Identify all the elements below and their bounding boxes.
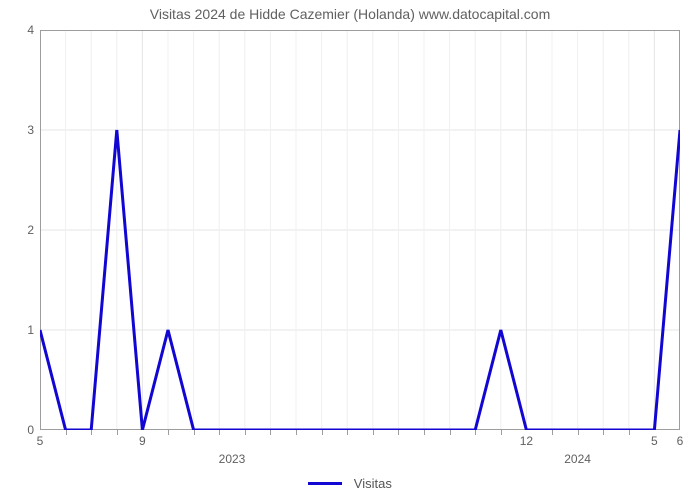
x-group-label: 2023 (219, 452, 246, 466)
x-minor-tick (270, 430, 271, 435)
chart-legend: Visitas (0, 475, 700, 491)
x-tick-label: 5 (651, 434, 658, 448)
x-minor-tick (552, 430, 553, 435)
x-minor-tick (347, 430, 348, 435)
legend-swatch (308, 482, 342, 485)
y-tick-label: 4 (27, 23, 34, 37)
chart-title: Visitas 2024 de Hidde Cazemier (Holanda)… (0, 6, 700, 22)
x-minor-tick (117, 430, 118, 435)
x-tick-label: 9 (139, 434, 146, 448)
x-minor-tick (501, 430, 502, 435)
x-group-label: 2024 (564, 452, 591, 466)
x-minor-tick (450, 430, 451, 435)
x-minor-tick (322, 430, 323, 435)
x-minor-tick (219, 430, 220, 435)
x-minor-tick (475, 430, 476, 435)
y-tick-label: 2 (27, 223, 34, 237)
visits-line-chart: Visitas 2024 de Hidde Cazemier (Holanda)… (0, 0, 700, 500)
x-minor-tick (578, 430, 579, 435)
x-minor-tick (66, 430, 67, 435)
x-minor-tick (424, 430, 425, 435)
x-minor-tick (398, 430, 399, 435)
y-tick-label: 3 (27, 123, 34, 137)
y-tick-label: 0 (27, 423, 34, 437)
legend-label: Visitas (354, 476, 392, 491)
x-minor-tick (373, 430, 374, 435)
x-tick-label: 5 (37, 434, 44, 448)
x-minor-tick (296, 430, 297, 435)
x-minor-tick (168, 430, 169, 435)
y-tick-label: 1 (27, 323, 34, 337)
plot-area (40, 30, 680, 430)
x-tick-label: 12 (520, 434, 533, 448)
x-tick-label: 6 (677, 434, 684, 448)
x-minor-tick (603, 430, 604, 435)
x-minor-tick (629, 430, 630, 435)
x-minor-tick (245, 430, 246, 435)
x-minor-tick (91, 430, 92, 435)
x-minor-tick (194, 430, 195, 435)
